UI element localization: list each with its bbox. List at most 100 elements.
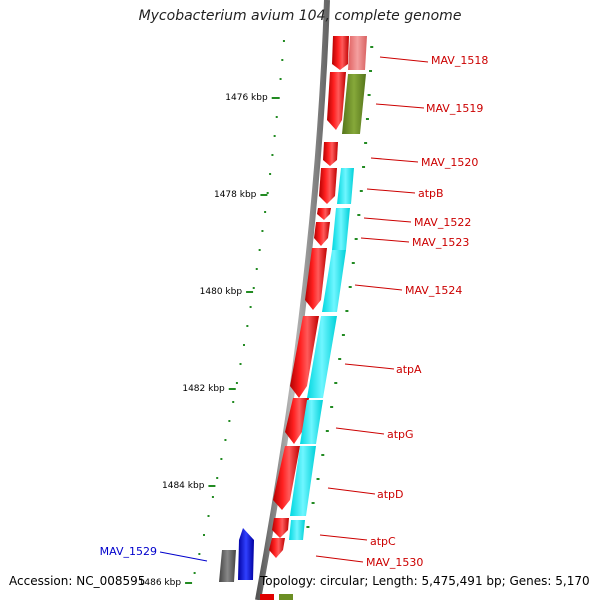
ruler-labels: 1476 kbp 1478 kbp 1480 kbp 1482 kbp 1484 kbp… [139,93,279,588]
ruler-dot [207,515,210,517]
ruler-dot [211,496,214,498]
gene-feature-cyan-5 [300,400,323,444]
gene-label[interactable]: atpC [370,535,396,548]
ruler-dot [266,192,269,194]
gene-feature-atpg[interactable] [285,398,309,444]
label-leader-line [354,284,403,291]
gene-feature-mav-1518[interactable] [332,36,349,70]
label-leader-line [159,551,208,562]
gene-label[interactable]: MAV_1530 [366,556,423,569]
track-dot [341,334,345,336]
ruler-dot [264,211,267,213]
gene-feature-mav-1524[interactable] [305,248,327,310]
ruler-dot [224,439,227,441]
ruler-major-tick [185,582,193,584]
track-dot [334,382,338,384]
gene-label[interactable]: atpA [396,363,422,376]
gene-feature-atpc[interactable] [272,518,289,538]
gene-label[interactable]: atpD [377,488,404,501]
ruler-dot [246,325,249,327]
track-dot [311,502,315,504]
ruler-dot [228,420,231,422]
gene-feature-cyan-7 [289,520,305,540]
gene-label[interactable]: atpG [387,428,414,441]
gene-feature-cyan-2 [332,208,350,250]
gene-feature-mav-1523[interactable] [314,222,330,246]
track-dot [357,214,361,216]
label-leader-line [360,237,410,243]
ruler-label: 1476 kbp [225,93,268,103]
gene-label[interactable]: MAV_1523 [412,236,469,249]
gene-feature-stub-olive [279,594,293,600]
topology-text: Topology: circular; Length: 5,475,491 bp… [260,574,590,588]
track-dot [321,454,325,456]
ruler-dot [255,268,258,270]
gene-feature-cyan-6 [290,446,316,516]
gene-label-leaders [159,56,429,563]
ruler-label: 1486 kbp [139,578,182,588]
ruler-dot [271,154,274,156]
scale-dotted-ruler [193,40,285,574]
track-dot [348,286,352,288]
ruler-label: 1484 kbp [162,481,205,491]
ruler-major-tick [271,97,279,99]
label-leader-line [379,56,429,63]
ruler-major-tick [246,291,254,293]
gene-feature-atpd[interactable] [273,446,300,510]
gene-feature-mav-1530[interactable] [269,538,285,558]
gene-label[interactable]: MAV_1520 [421,156,478,169]
ruler-dot [279,78,282,80]
gene-feature-atpb[interactable] [319,168,337,204]
gene-feature-mav-1529[interactable] [238,528,254,580]
track-dot [351,262,355,264]
ruler-dot [232,401,235,403]
gene-label[interactable]: MAV_1518 [431,54,488,67]
gene-feature-atpa[interactable] [290,316,319,398]
gene-label[interactable]: atpB [418,187,444,200]
ruler-major-tick [228,388,236,390]
ruler-dot [220,458,223,460]
gene-label[interactable]: MAV_1519 [426,102,483,115]
gene-feature-mav-1520[interactable] [323,142,338,166]
label-leader-line [363,217,412,223]
ruler-major-tick [260,194,268,196]
track-dot [325,430,329,432]
gene-label[interactable]: MAV_1522 [414,216,471,229]
ruler-dot [273,135,276,137]
ruler-dot [242,344,245,346]
ruler-label: 1478 kbp [214,190,257,200]
gene-feature-olive [342,74,366,134]
ruler-dot [193,572,196,574]
track-dot [330,406,334,408]
track-dot [364,142,368,144]
label-leader-line [370,157,419,163]
gene-feature-cyan-1 [337,168,354,204]
track-dot [370,46,374,48]
ruler-dot [198,553,201,555]
ruler-dot [202,534,205,536]
track-dot [367,94,371,96]
track-dot [316,478,320,480]
track-dot [359,190,363,192]
ruler-dot [261,230,264,232]
accession-text: Accession: NC_008595 [9,574,146,588]
label-leader-line [319,534,368,541]
gene-label[interactable]: MAV_1524 [405,284,462,297]
track-dot [345,310,349,312]
track-dot [365,118,369,120]
ruler-label: 1480 kbp [200,287,243,297]
gene-feature-mav-1519[interactable] [327,72,346,130]
ruler-dot [281,59,284,61]
gene-feature-stub-red [260,594,274,600]
label-leader-line [375,103,425,109]
gene-feature-cyan-3 [322,250,346,312]
gene-label[interactable]: MAV_1529 [100,545,157,558]
label-leader-line [315,555,364,563]
gene-feature-pink [348,36,367,70]
ruler-dot [249,306,252,308]
gene-feature-mav-1522[interactable] [317,208,331,220]
ruler-dot [239,363,242,365]
gene-feature-gray [219,550,236,582]
map-title: Mycobacterium avium 104, complete genome [138,8,462,24]
